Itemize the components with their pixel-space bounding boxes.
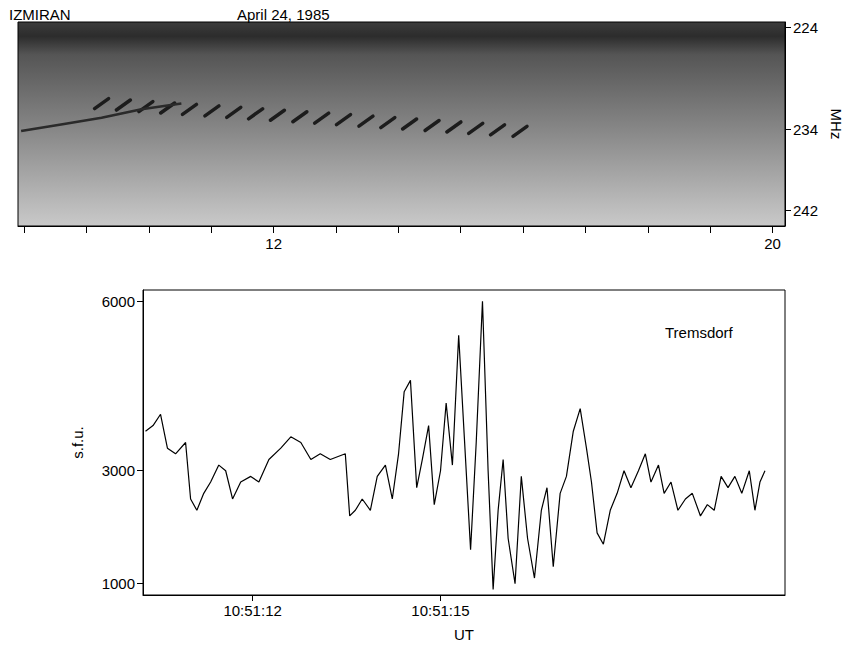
svg-text:IZMIRAN: IZMIRAN: [9, 6, 71, 23]
svg-text:234: 234: [793, 121, 818, 138]
svg-text:3000: 3000: [102, 462, 135, 479]
svg-text:April 24, 1985: April 24, 1985: [237, 6, 330, 23]
svg-text:UT: UT: [454, 626, 474, 643]
svg-text:242: 242: [793, 202, 818, 219]
svg-text:s.f.u.: s.f.u.: [69, 426, 86, 459]
svg-text:224: 224: [793, 19, 818, 36]
svg-text:12: 12: [265, 235, 282, 252]
svg-text:1000: 1000: [102, 575, 135, 592]
svg-text:6000: 6000: [102, 293, 135, 310]
svg-text:20: 20: [764, 235, 781, 252]
svg-text:MHz: MHz: [828, 109, 845, 140]
svg-text:Tremsdorf: Tremsdorf: [665, 324, 734, 341]
svg-text:10:51:12: 10:51:12: [223, 602, 281, 619]
svg-text:10:51:15: 10:51:15: [411, 602, 469, 619]
